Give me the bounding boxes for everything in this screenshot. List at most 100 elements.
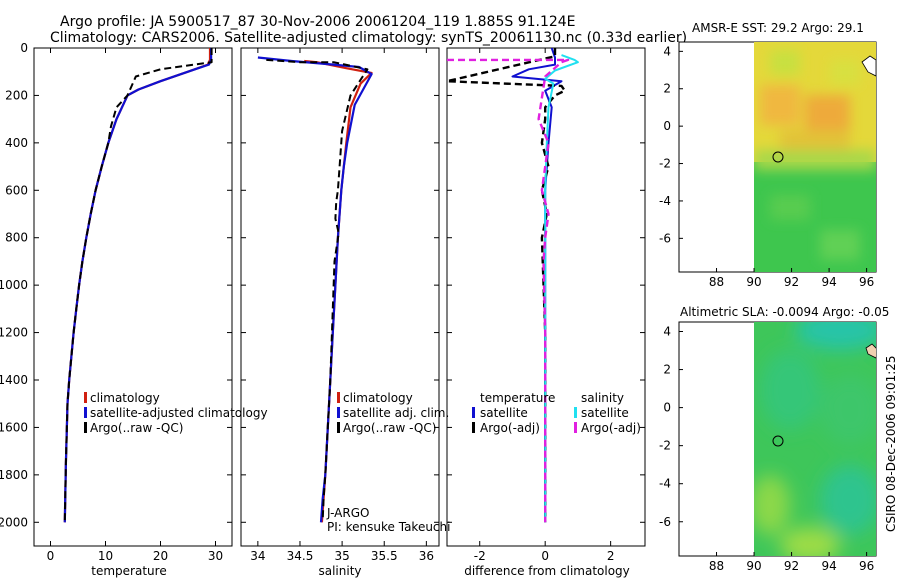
map-y-tick-label: -4	[659, 477, 671, 491]
legend-label-argo: Argo(..raw -QC)	[90, 421, 183, 435]
map-x-tick-label: 94	[821, 559, 836, 573]
y-tick-label: 2000	[0, 515, 28, 529]
figure-title-line-1: Argo profile: JA 5900517_87 30-Nov-2006 …	[60, 14, 576, 30]
legend-swatch-argo	[84, 422, 87, 433]
x-tick-label: 35.5	[371, 549, 398, 563]
sla-map-axes: 88 90 92 94 96 4 2 0 -2 -4 -6	[659, 325, 874, 573]
difference-lines	[447, 48, 579, 523]
legend-swatch-climatology	[337, 392, 340, 403]
sst-texture	[754, 50, 876, 260]
sla-float-marker	[772, 435, 784, 447]
legend-swatch-sal-satellite	[574, 407, 577, 418]
y-tick-label: 400	[5, 136, 28, 150]
sla-heatmap	[754, 322, 876, 556]
y-tick-label: 1200	[0, 326, 28, 340]
salinity-lines	[257, 56, 373, 523]
salinity-plot-frame	[240, 47, 440, 547]
y-tick-label: 0	[20, 41, 28, 55]
map-y-tick-label: -6	[659, 515, 671, 529]
x-tick-label: 2	[607, 549, 615, 563]
legend-swatch-sal-argo	[574, 422, 577, 433]
legend-label-sal-argo: Argo(-adj)	[581, 421, 641, 435]
sla-map-title: Altimetric SLA: -0.0094 Argo: -0.05	[680, 305, 889, 319]
legend-swatch-satellite-adjusted	[84, 407, 87, 418]
pi-annotation-name: PI: kensuke Takeuchi	[327, 520, 450, 534]
series-line-salinity-satellite	[544, 54, 579, 523]
legend-swatch-argo	[337, 422, 340, 433]
series-line-salinity-argo-adj-	[447, 58, 570, 523]
y-tick-label: 800	[5, 231, 28, 245]
map-y-tick-label: 0	[663, 401, 671, 415]
pi-annotation-program: J-ARGO	[326, 506, 369, 520]
map-x-tick-label: 92	[784, 275, 799, 289]
legend-label-climatology: climatology	[343, 391, 413, 405]
map-y-tick-label: 2	[663, 363, 671, 377]
map-x-tick-label: 96	[859, 275, 874, 289]
temperature-plot-frame	[33, 47, 233, 547]
x-tick-label: 20	[153, 549, 168, 563]
salinity-xlabel: salinity	[318, 564, 361, 578]
map-x-tick-label: 88	[709, 275, 724, 289]
temperature-xlabel: temperature	[91, 564, 166, 578]
x-tick-label: -2	[474, 549, 486, 563]
y-tick-label: 1400	[0, 373, 28, 387]
map-y-tick-label: -2	[659, 157, 671, 171]
map-x-tick-label: 90	[746, 275, 761, 289]
map-y-tick-label: -4	[659, 194, 671, 208]
y-tick-label: 1600	[0, 420, 28, 434]
salinity-axes: 34 34.5 35 35.5 36	[241, 47, 439, 563]
x-tick-label: 35	[334, 549, 349, 563]
map-y-tick-label: 4	[663, 325, 671, 339]
legend-label-temp-argo: Argo(-adj)	[480, 421, 540, 435]
map-x-tick-label: 90	[746, 559, 761, 573]
legend-group-title-salinity: salinity	[581, 391, 624, 405]
map-y-tick-label: 4	[663, 44, 671, 58]
map-x-tick-label: 92	[784, 559, 799, 573]
legend-swatch-temp-satellite	[472, 407, 475, 418]
difference-axes: -2 0 2	[447, 47, 645, 563]
difference-legend: temperature satellite Argo(-adj) salinit…	[472, 391, 641, 435]
difference-xlabel: difference from climatology	[464, 564, 630, 578]
legend-swatch-satellite-adj	[337, 407, 340, 418]
legend-label-satellite-adj: satellite adj. clim.	[343, 406, 449, 420]
sst-float-marker	[772, 151, 784, 163]
map-x-tick-label: 94	[821, 275, 836, 289]
salinity-legend: climatology satellite adj. clim. Argo(..…	[337, 391, 449, 435]
series-line-argo-raw-qc-	[63, 48, 213, 523]
temperature-lines	[63, 48, 213, 523]
map-y-tick-label: 0	[663, 119, 671, 133]
x-tick-label: 34.5	[287, 549, 314, 563]
legend-group-title-temperature: temperature	[480, 391, 555, 405]
y-tick-label: 200	[5, 88, 28, 102]
sst-map-title: AMSR-E SST: 29.2 Argo: 29.1	[692, 21, 864, 35]
sst-heatmap	[754, 42, 876, 272]
sla-texture	[754, 322, 876, 556]
figure-title-line-2: Climatology: CARS2006. Satellite-adjuste…	[50, 30, 687, 46]
x-tick-label: 0	[47, 549, 55, 563]
map-x-tick-label: 96	[859, 559, 874, 573]
y-tick-label: 1800	[0, 468, 28, 482]
series-line-temperature-argo-adj-	[447, 48, 566, 523]
legend-label-satellite-adjusted: satellite-adjusted climatology	[90, 406, 268, 420]
x-tick-label: 0	[541, 549, 549, 563]
x-tick-label: 36	[419, 549, 434, 563]
x-tick-label: 30	[208, 549, 223, 563]
temperature-axes: 0 10 20 30 0 200 400 600 800 1000 1200 1400 1600 1800…	[0, 41, 232, 563]
sst-map-axes: 88 90 92 94 96 4 2 0 -2 -4 -6	[659, 44, 874, 289]
sst-coastline	[861, 55, 876, 77]
csiro-timestamp: CSIRO 08-Dec-2006 09:01:25	[884, 355, 898, 532]
sla-coastline	[865, 343, 876, 359]
map-y-tick-label: -6	[659, 231, 671, 245]
legend-label-climatology: climatology	[90, 391, 160, 405]
map-y-tick-label: 2	[663, 82, 671, 96]
legend-swatch-temp-argo	[472, 422, 475, 433]
legend-label-argo: Argo(..raw -QC)	[343, 421, 436, 435]
legend-label-sal-satellite: satellite	[581, 406, 629, 420]
y-tick-label: 600	[5, 183, 28, 197]
map-y-tick-label: -2	[659, 439, 671, 453]
y-tick-label: 1000	[0, 278, 28, 292]
temperature-legend: climatology satellite-adjusted climatolo…	[84, 391, 268, 435]
legend-label-temp-satellite: satellite	[480, 406, 528, 420]
legend-swatch-climatology	[84, 392, 87, 403]
